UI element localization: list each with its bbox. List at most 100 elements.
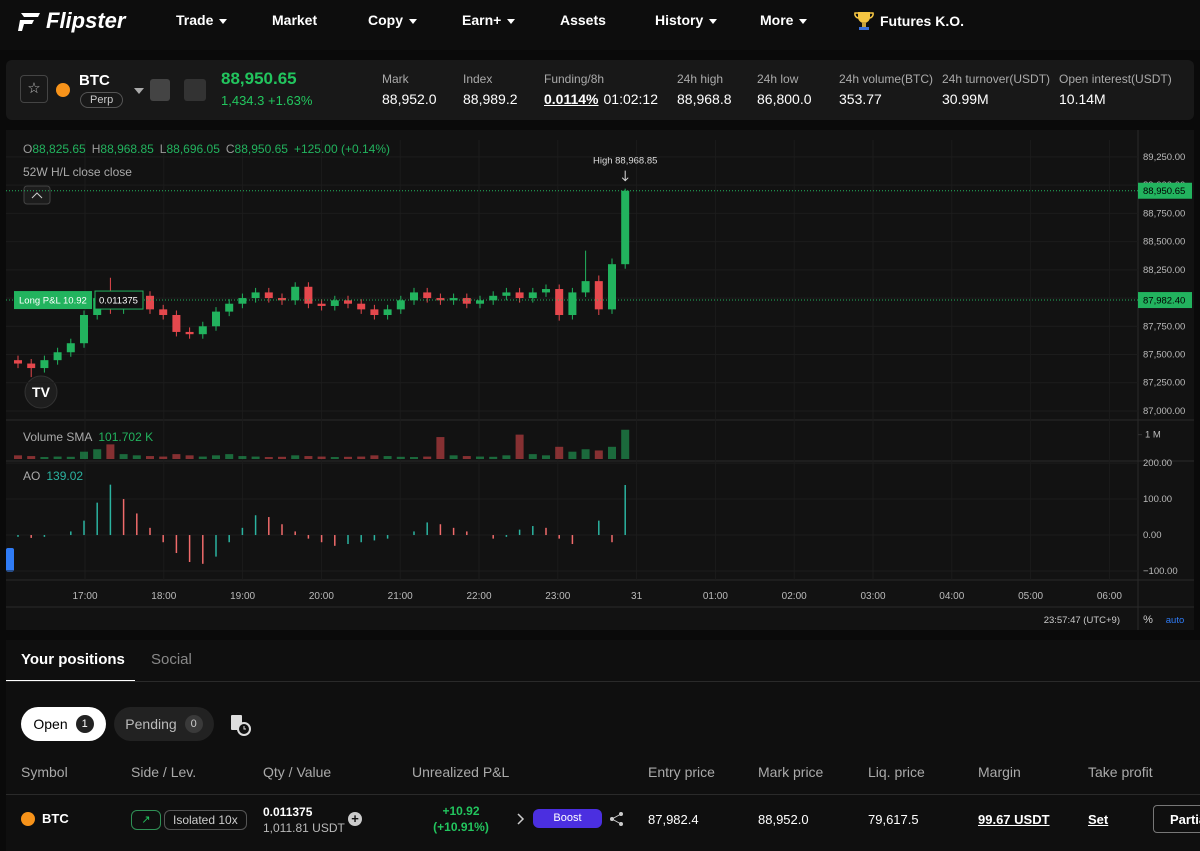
trophy-icon — [854, 12, 874, 30]
stat-label: 24h volume(BTC) — [839, 72, 934, 86]
ohlc-value: 88,968.85 — [100, 142, 154, 156]
swap-button[interactable] — [184, 79, 206, 101]
candle-body — [462, 298, 471, 304]
volume-bar — [304, 456, 313, 459]
boost-button[interactable]: Boost — [533, 809, 602, 828]
volume-bar — [357, 456, 366, 459]
volume-bar — [476, 456, 484, 459]
side-handle[interactable] — [6, 548, 14, 572]
candle-body — [515, 292, 524, 299]
scale-mode[interactable]: auto — [1166, 615, 1185, 626]
dropdown-caret — [709, 18, 718, 24]
row-mark: 88,952.0 — [758, 812, 809, 827]
row-take-profit[interactable]: Set — [1088, 812, 1109, 827]
x-tick-label: 17:00 — [72, 591, 97, 602]
row-liq: 79,617.5 — [868, 812, 919, 827]
volume-title: Volume SMA — [23, 430, 92, 444]
ohlc-change: +125.00 (+0.14%) — [294, 142, 390, 156]
scale-mode[interactable]: % — [1143, 614, 1153, 626]
nav-item[interactable]: More — [760, 12, 808, 28]
funding-countdown: 01:02:12 — [603, 91, 659, 107]
column-header: Qty / Value — [263, 764, 332, 780]
info-button[interactable] — [150, 79, 170, 101]
filter-open[interactable]: Open 1 — [21, 707, 106, 741]
expand-icon[interactable] — [516, 812, 526, 826]
volume-sma: 101.702 K — [98, 430, 153, 444]
ohlc-legend: O88,825.65 H88,968.85 L88,696.05 C88,950.65… — [23, 142, 390, 156]
stat-value: 30.99M — [942, 91, 989, 107]
favorite-button[interactable]: ☆ — [20, 75, 48, 103]
candle-body — [621, 190, 630, 265]
volume-bar — [251, 456, 260, 459]
candle-body — [159, 309, 168, 315]
row-symbol: BTC — [42, 811, 69, 826]
nav-item[interactable]: History — [655, 12, 718, 28]
nav-item[interactable]: Copy — [368, 12, 417, 28]
y-tick-label: 88,750.00 — [1143, 208, 1185, 219]
tab-social[interactable]: Social — [151, 651, 192, 668]
tab-positions[interactable]: Your positions — [21, 651, 125, 668]
volume-bar — [264, 457, 273, 459]
candle-body — [27, 363, 36, 369]
promo-text: Futures K.O. — [880, 13, 965, 29]
collapse-button[interactable] — [23, 185, 51, 205]
stat-number[interactable]: 0.0114% — [544, 91, 599, 107]
x-tick-label: 18:00 — [151, 591, 176, 602]
volume-bar — [489, 456, 498, 459]
nav-item[interactable]: Assets — [560, 12, 606, 28]
row-leverage[interactable]: Isolated 10x — [164, 810, 247, 830]
dropdown-caret — [219, 18, 228, 24]
candle-body — [238, 298, 247, 304]
candle-body — [581, 281, 590, 293]
candle-body — [542, 289, 550, 293]
high-arrow — [621, 170, 629, 182]
nav-item[interactable]: Market — [272, 12, 317, 28]
column-header: Entry price — [648, 764, 715, 780]
candle-body — [146, 295, 154, 310]
nav-item[interactable]: Earn+ — [462, 12, 516, 28]
ao-legend: AO 139.02 — [23, 469, 83, 483]
ohlc-key: L — [160, 142, 167, 156]
filter-label: Open — [33, 716, 68, 732]
tv-logo-text: TV — [32, 384, 51, 400]
y-tick-label: −100.00 — [1143, 566, 1178, 577]
candle-body — [344, 300, 352, 304]
logo[interactable]: Flipster — [18, 8, 125, 34]
divider — [6, 681, 1200, 682]
row-margin[interactable]: 99.67 USDT — [978, 812, 1050, 827]
candle-body — [264, 292, 273, 299]
entry-tag — [1138, 292, 1192, 309]
y-tick-label: 87,000.00 — [1143, 406, 1185, 417]
volume-bar — [542, 455, 550, 459]
volume-bar — [344, 456, 352, 459]
stat-number: 86,800.0 — [757, 91, 812, 107]
filter-pending[interactable]: Pending 0 — [114, 707, 214, 741]
volume-bar — [238, 456, 247, 459]
ohlc-key: O — [23, 142, 32, 156]
partial-close-button[interactable]: Partial — [1153, 805, 1200, 833]
column-header: Liq. price — [868, 764, 925, 780]
symbol-dropdown[interactable] — [128, 82, 144, 100]
volume-bar — [317, 456, 326, 459]
candle-body — [40, 360, 49, 369]
row-pnl: +10.92 — [442, 804, 480, 818]
dropdown-caret — [409, 18, 417, 24]
volume-bar — [225, 454, 234, 459]
volume-bar — [93, 449, 102, 459]
x-tick-label: 23:00 — [545, 591, 570, 602]
positions-panel: Your positions Social Open 1 Pending 0 B… — [6, 640, 1200, 851]
volume-bar — [608, 446, 616, 459]
promo[interactable]: Futures K.O. — [853, 9, 964, 33]
tv-logo — [24, 375, 58, 409]
stat-value: 353.77 — [839, 91, 882, 107]
dropdown-caret — [799, 18, 808, 24]
nav-item[interactable]: Trade — [176, 12, 228, 28]
y-tick-label: 87,250.00 — [1143, 378, 1185, 389]
logo-text: Flipster — [46, 8, 126, 33]
column-header: Unrealized P&L — [412, 764, 510, 780]
share-icon[interactable] — [609, 811, 625, 827]
volume-bar — [423, 456, 432, 459]
history-icon[interactable] — [230, 714, 252, 736]
candle-body — [436, 298, 445, 301]
add-margin-button[interactable]: + — [348, 812, 362, 826]
